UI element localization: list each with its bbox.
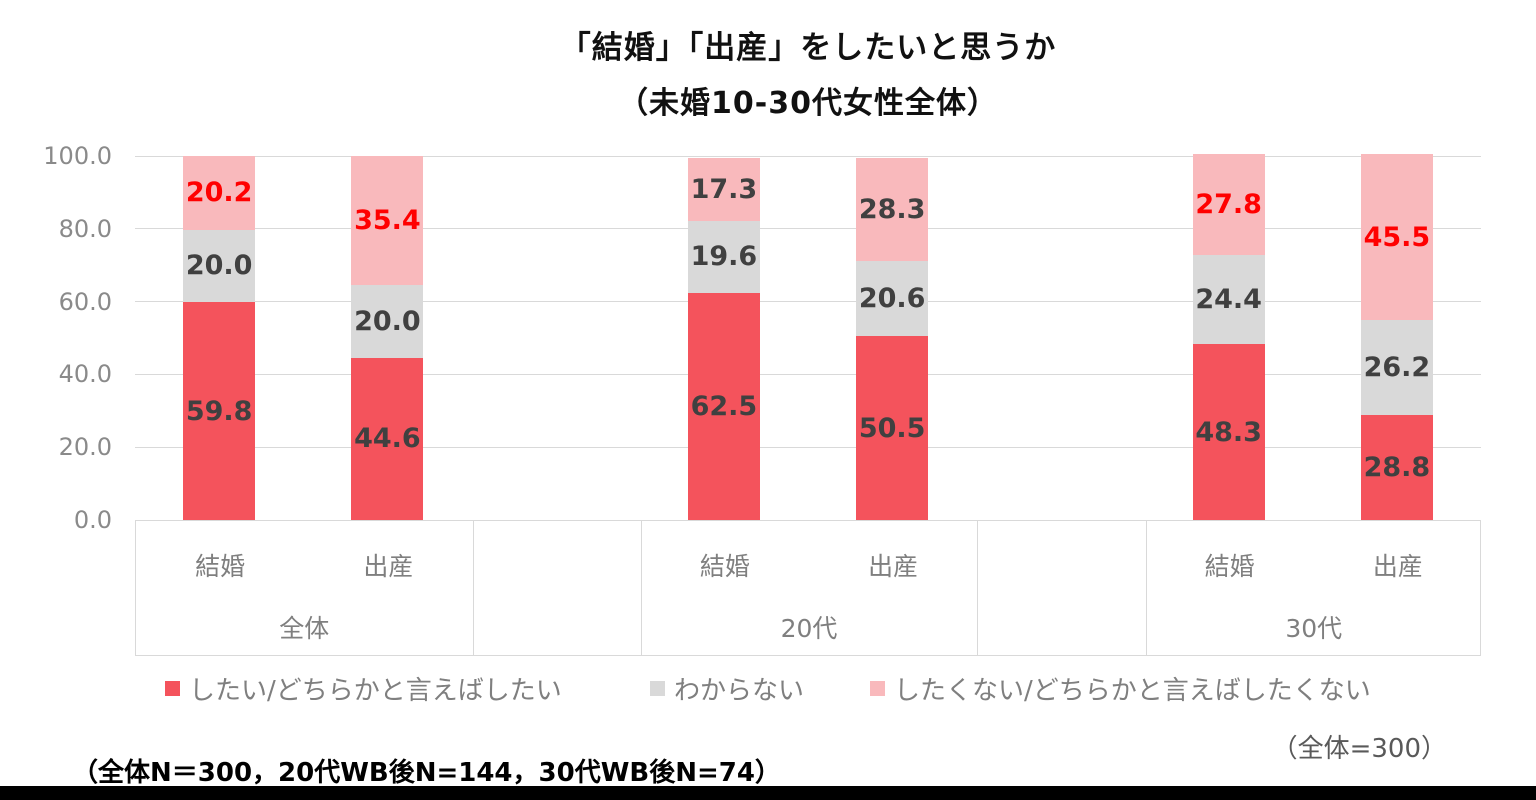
bar-segment: 20.6 bbox=[856, 261, 929, 337]
category-label: 出産 bbox=[363, 552, 414, 581]
bar-segment: 20.0 bbox=[183, 229, 256, 303]
bar-segment: 44.6 bbox=[351, 357, 424, 520]
bar-segment: 17.3 bbox=[687, 158, 760, 222]
bar-segment-label: 20.6 bbox=[858, 283, 926, 315]
legend-swatch-icon bbox=[870, 680, 885, 696]
bar-segment-label: 19.6 bbox=[690, 241, 758, 273]
legend-label: したい/どちらかと言えばしたい bbox=[189, 675, 562, 706]
legend-label: したくない/どちらかと言えばしたくない bbox=[894, 675, 1371, 706]
bar-segment-label: 20.0 bbox=[185, 250, 253, 282]
bar-segment-label: 50.5 bbox=[858, 412, 926, 444]
group-label: 30代 bbox=[1285, 614, 1343, 643]
group-label: 20代 bbox=[780, 614, 838, 643]
bar-segment-label: 59.8 bbox=[185, 395, 253, 427]
bar-segment: 59.8 bbox=[183, 302, 256, 520]
category-label: 結婚 bbox=[195, 552, 246, 581]
bar-30代-結婚: 48.3 24.4 27.8 bbox=[1192, 154, 1265, 520]
bar-20代-出産: 50.5 20.6 28.3 bbox=[856, 156, 929, 520]
y-axis: 0.0 20.0 40.0 60.0 80.0 100.0 bbox=[0, 142, 112, 534]
bar-segment-label: 28.3 bbox=[858, 194, 926, 226]
gridline bbox=[135, 228, 1481, 230]
footnote-sample-detail: （全体N＝300，20代WB後N=144，30代WB後N=74） bbox=[72, 758, 781, 788]
y-tick-label: 40.0 bbox=[58, 360, 112, 389]
category-axis: 結婚 出産 結婚 出産 結婚 出産全体 20代 30代 bbox=[135, 520, 1481, 656]
bar-segment: 20.2 bbox=[183, 156, 256, 230]
legend-item: したくない/どちらかと言えばしたくない bbox=[870, 672, 1371, 706]
bar-20代-結婚: 62.5 19.6 17.3 bbox=[687, 156, 760, 520]
bar-segment-label: 62.5 bbox=[690, 390, 758, 422]
y-tick-label: 0.0 bbox=[73, 506, 112, 534]
chart-subtitle: （未婚10-30代女性全体） bbox=[618, 86, 998, 121]
category-label: 出産 bbox=[1372, 552, 1423, 581]
chart-title: 「結婚」「出産」をしたいと思うか bbox=[559, 30, 1057, 66]
group-label: 全体 bbox=[279, 614, 330, 643]
bar-segment-label: 20.0 bbox=[354, 305, 421, 337]
bar-segment-label: 17.3 bbox=[690, 174, 758, 206]
legend: したい/どちらかと言えばしたい わからない したくない/どちらかと言えばしたくない bbox=[0, 672, 1536, 706]
bar-segment-label: 48.3 bbox=[1195, 416, 1262, 448]
y-tick-label: 100.0 bbox=[43, 142, 112, 170]
group-divider bbox=[472, 521, 474, 655]
y-tick-label: 80.0 bbox=[58, 214, 112, 243]
bar-segment: 28.8 bbox=[1360, 415, 1433, 520]
category-label: 結婚 bbox=[1204, 552, 1255, 581]
legend-item: わからない bbox=[650, 672, 805, 706]
bar-segment: 50.5 bbox=[856, 336, 929, 520]
bar-segment: 48.3 bbox=[1192, 344, 1265, 520]
bar-全体-出産: 44.6 20.0 35.4 bbox=[351, 156, 424, 520]
bar-segment-label: 44.6 bbox=[354, 423, 421, 455]
group-divider bbox=[977, 521, 979, 655]
legend-swatch-icon bbox=[165, 680, 180, 696]
bar-segment: 26.2 bbox=[1360, 319, 1433, 416]
bar-segment-label: 45.5 bbox=[1363, 221, 1431, 253]
gridline bbox=[135, 373, 1481, 375]
bar-segment: 62.5 bbox=[687, 292, 760, 520]
legend-label: わからない bbox=[674, 675, 805, 706]
category-label: 結婚 bbox=[699, 552, 750, 581]
group-divider bbox=[1145, 521, 1147, 655]
bar-segment-label: 28.8 bbox=[1363, 452, 1431, 484]
bar-segment-label: 27.8 bbox=[1195, 189, 1262, 221]
gridline bbox=[135, 446, 1481, 448]
bar-segment-label: 20.2 bbox=[185, 177, 253, 209]
bar-segment: 24.4 bbox=[1192, 255, 1265, 345]
bar-segment: 19.6 bbox=[687, 221, 760, 293]
bar-segment: 45.5 bbox=[1360, 154, 1433, 320]
bar-segment-label: 26.2 bbox=[1363, 351, 1431, 383]
footnote-sample-size: （全体=300） bbox=[1271, 734, 1447, 764]
y-tick-label: 60.0 bbox=[58, 287, 112, 316]
bottom-black-bar bbox=[0, 786, 1536, 800]
bar-segment: 27.8 bbox=[1192, 154, 1265, 256]
gridline bbox=[135, 155, 1481, 157]
plot-area: 59.8 20.0 20.2 44.6 20.0 35.4 62.5 19.6 17.3 50.5… bbox=[135, 154, 1481, 521]
y-tick-label: 20.0 bbox=[58, 433, 112, 462]
bar-segment: 35.4 bbox=[351, 156, 424, 285]
legend-swatch-icon bbox=[650, 680, 665, 696]
bar-segment-label: 35.4 bbox=[354, 204, 421, 236]
bar-segment-label: 24.4 bbox=[1195, 284, 1262, 316]
category-label: 出産 bbox=[868, 552, 919, 581]
bar-segment: 20.0 bbox=[351, 284, 424, 358]
bar-30代-出産: 28.8 26.2 45.5 bbox=[1360, 154, 1433, 520]
bar-全体-結婚: 59.8 20.0 20.2 bbox=[183, 156, 256, 520]
bar-segment: 28.3 bbox=[856, 158, 929, 262]
group-divider bbox=[640, 521, 642, 655]
gridline bbox=[135, 301, 1481, 303]
legend-item: したい/どちらかと言えばしたい bbox=[165, 672, 562, 706]
